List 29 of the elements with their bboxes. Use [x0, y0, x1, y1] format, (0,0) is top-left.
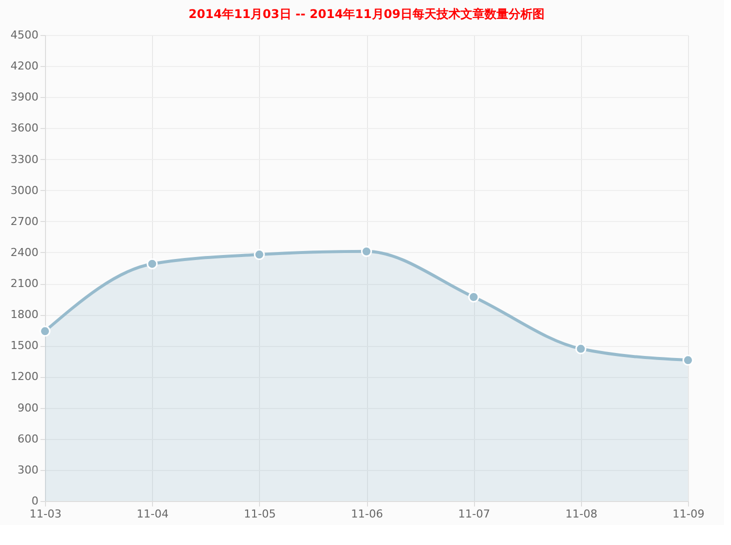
y-tick-label: 2700	[10, 214, 38, 228]
y-tick-label: 900	[18, 401, 38, 414]
point	[146, 258, 158, 270]
y-tick-label: 300	[18, 463, 38, 476]
x-tick-label: 11-08	[565, 508, 598, 520]
point	[575, 343, 586, 354]
y-tick-label: 1800	[10, 308, 38, 322]
y-tick-label: 4200	[10, 60, 38, 73]
y-tick-label: 1500	[10, 339, 38, 352]
point	[361, 246, 372, 257]
point	[40, 326, 50, 337]
y-tick-label: 3300	[10, 152, 38, 166]
x-tick-label: 11-04	[136, 508, 169, 520]
y-tick-label: 2100	[10, 277, 38, 290]
y-tick-label: 4500	[10, 28, 38, 42]
chart-title: 2014年11月03日 -- 2014年11月09日每天技术文章数量分析图	[188, 7, 544, 21]
y-tick-label: 3600	[10, 122, 38, 135]
x-tick-label: 11-05	[244, 508, 276, 520]
y-tick-label: 1200	[10, 370, 38, 384]
x-tick-label: 11-03	[30, 508, 62, 520]
y-tick-label: 2400	[10, 246, 38, 259]
x-tick-label: 11-06	[351, 508, 383, 520]
point	[468, 292, 480, 302]
y-tick-label: 600	[18, 432, 38, 446]
x-tick-label: 11-07	[458, 508, 490, 520]
y-tick-label: 3900	[10, 90, 38, 104]
x-tick-label: 11-09	[672, 508, 704, 520]
y-tick-label: 0	[32, 494, 38, 508]
y-tick-label: 3000	[10, 184, 38, 197]
